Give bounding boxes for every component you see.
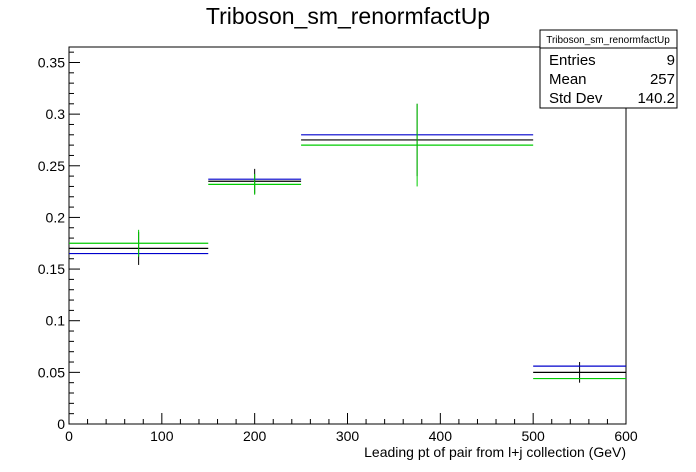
x-axis-label: Leading pt of pair from l+j collection (…: [364, 444, 626, 460]
x-tick-label: 0: [65, 428, 73, 444]
stats-box: Triboson_sm_renormfactUp Entries 9 Mean …: [539, 29, 678, 109]
stats-mean-label: Mean: [549, 71, 587, 88]
chart-title: Triboson_sm_renormfactUp: [206, 3, 490, 29]
y-tick-label: 0.1: [46, 313, 66, 329]
x-tick-label: 100: [150, 428, 174, 444]
stats-entries-value: 9: [667, 52, 675, 69]
series-layer: [69, 103, 626, 383]
stats-mean-value: 257: [650, 71, 675, 88]
y-tick-label: 0.2: [46, 209, 66, 225]
x-tick-label: 200: [243, 428, 267, 444]
x-tick-label: 300: [336, 428, 360, 444]
x-tick-label: 600: [614, 428, 638, 444]
series-2: [69, 103, 626, 380]
stats-stddev-label: Std Dev: [549, 90, 603, 107]
x-tick-label: 400: [429, 428, 453, 444]
x-tick-label: 500: [521, 428, 545, 444]
y-axis: 0 0.05 0.1 0.15 0.2 0.25 0.3 0.35: [38, 51, 80, 432]
y-tick-label: 0.3: [46, 106, 66, 122]
series-1: [69, 134, 626, 367]
y-tick-label: 0.15: [38, 261, 65, 277]
stats-box-title: Triboson_sm_renormfactUp: [546, 35, 670, 46]
x-axis: 0 100 200 300 400 500 600: [65, 413, 638, 444]
y-tick-label: 0.35: [38, 54, 65, 70]
y-tick-label: 0.05: [38, 364, 65, 380]
y-tick-label: 0.25: [38, 158, 65, 174]
y-tick-label: 0: [57, 416, 65, 432]
stats-entries-label: Entries: [549, 52, 596, 69]
stats-stddev-value: 140.2: [637, 90, 675, 107]
